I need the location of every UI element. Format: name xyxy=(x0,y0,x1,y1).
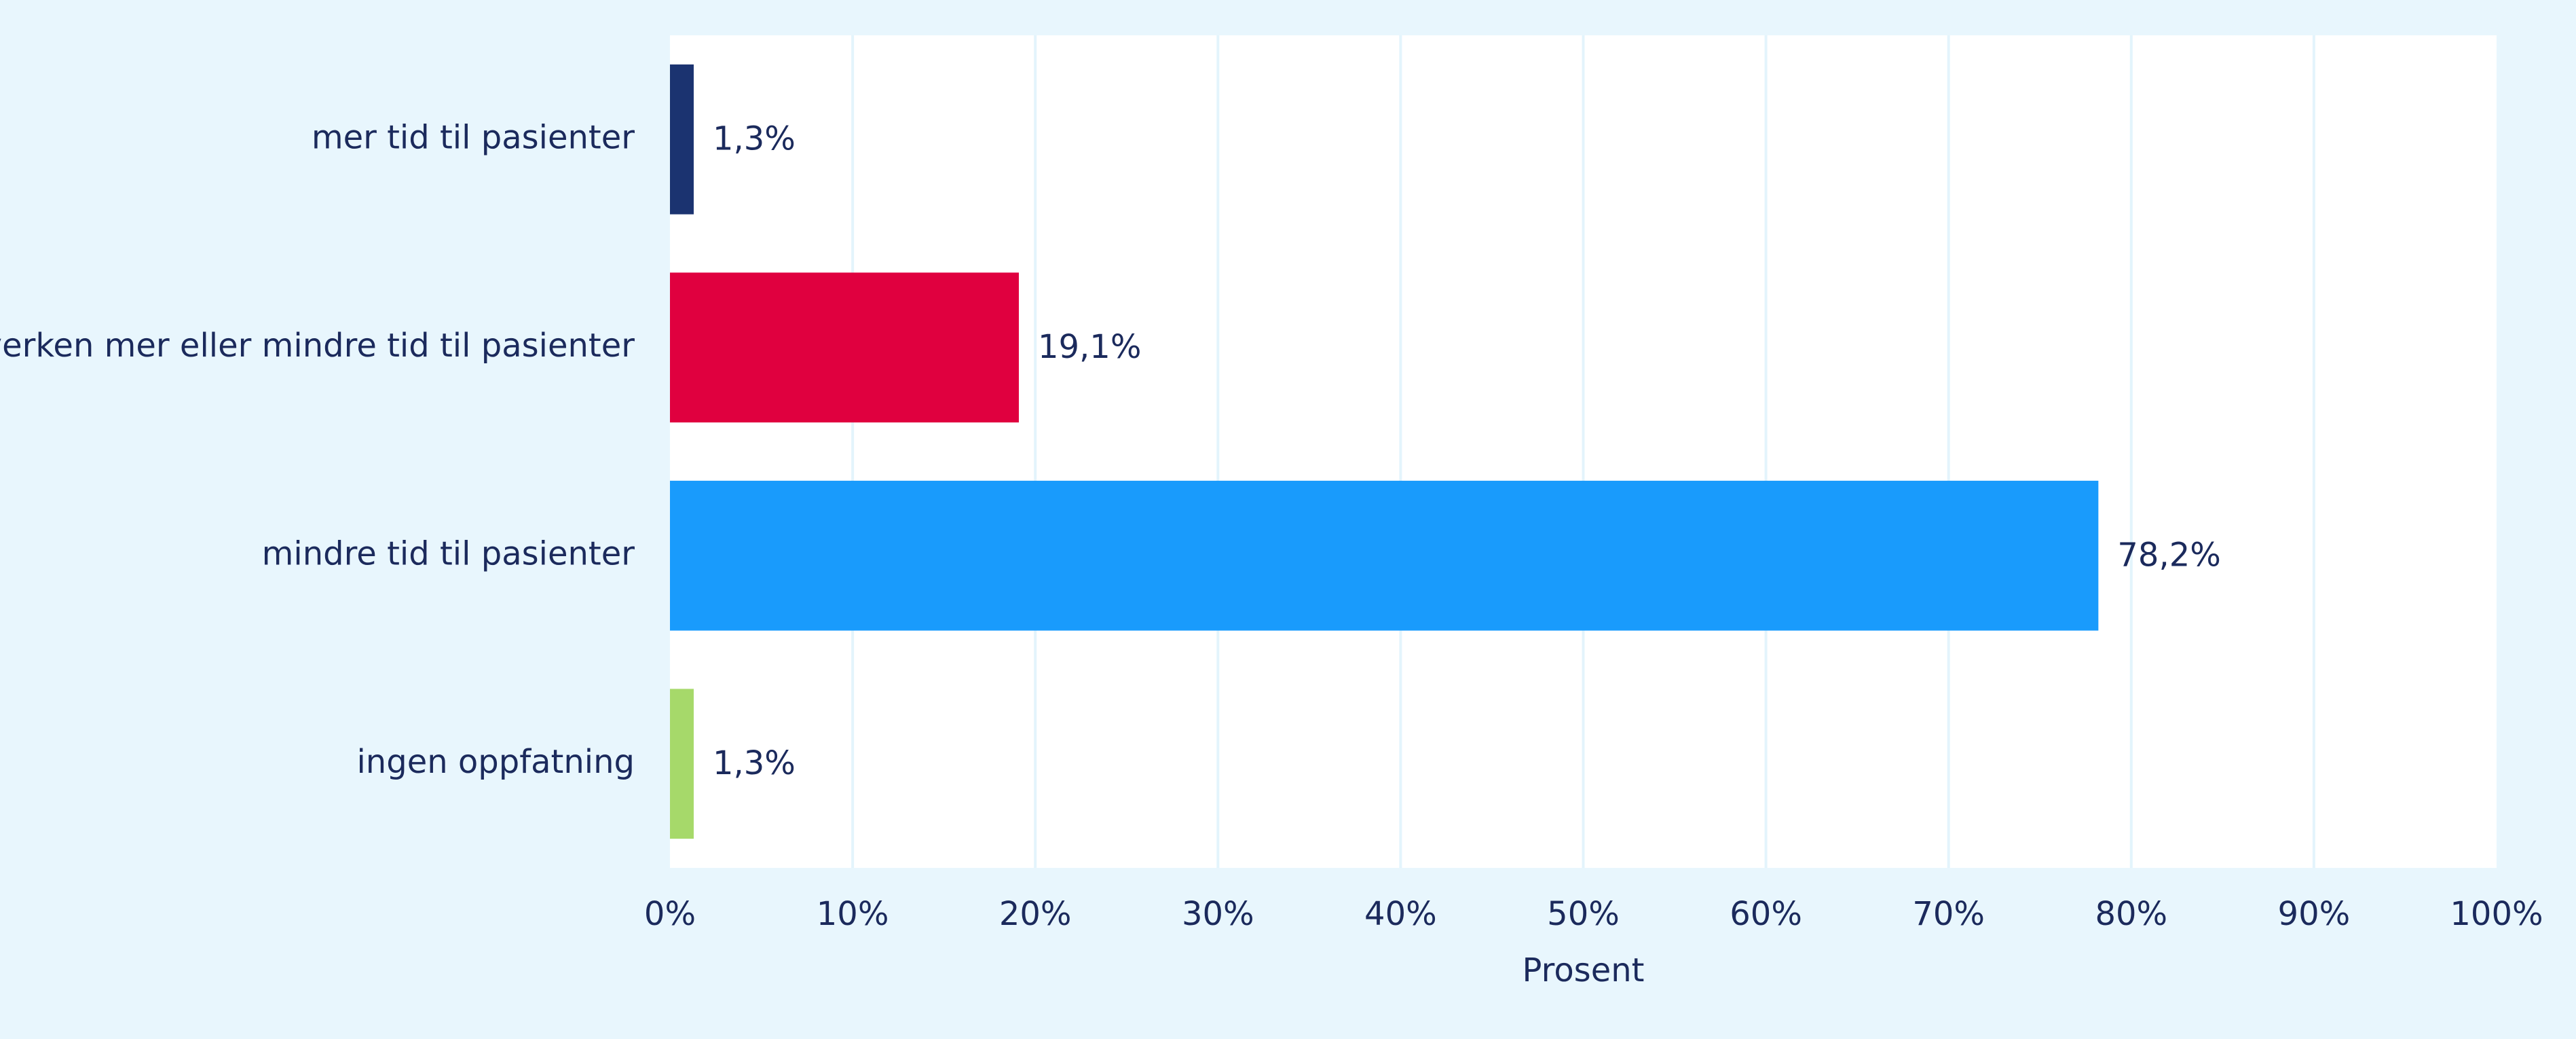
data-label: 1,3% xyxy=(713,120,796,158)
x-tick-label: 30% xyxy=(1182,895,1254,933)
x-tick-label: 100% xyxy=(2450,895,2543,933)
grid-lines xyxy=(851,35,2315,868)
category-label: verken mer eller mindre tid til pasiente… xyxy=(0,327,635,365)
x-tick-label: 50% xyxy=(1547,895,1620,933)
data-label: 1,3% xyxy=(713,744,796,782)
bar xyxy=(670,272,1019,423)
category-labels: mer tid til pasienter verken mer eller mi… xyxy=(0,118,635,781)
category-label: mindre tid til pasienter xyxy=(262,534,635,572)
category-label: ingen oppfatning xyxy=(356,743,635,781)
x-tick-label: 40% xyxy=(1364,895,1437,933)
bar xyxy=(670,480,2099,631)
x-tick-label: 0% xyxy=(644,895,696,933)
data-label: 78,2% xyxy=(2117,536,2220,574)
category-label: mer tid til pasienter xyxy=(312,118,635,156)
x-tick-label: 60% xyxy=(1730,895,1802,933)
x-tick-label: 20% xyxy=(999,895,1072,933)
x-tick-label: 70% xyxy=(1912,895,1985,933)
bars xyxy=(670,64,2099,839)
x-tick-label: 90% xyxy=(2278,895,2351,933)
x-axis-ticks: 0% 10% 20% 30% 40% 50% 60% 70% 80% 90% 100% xyxy=(644,895,2543,933)
x-tick-label: 80% xyxy=(2095,895,2167,933)
x-tick-label: 10% xyxy=(817,895,889,933)
data-label: 19,1% xyxy=(1038,328,1141,366)
bar xyxy=(670,689,694,839)
data-labels: 1,3% 19,1% 78,2% 1,3% xyxy=(713,120,2221,782)
bar xyxy=(670,64,694,215)
x-axis-title: Prosent xyxy=(1523,951,1645,989)
